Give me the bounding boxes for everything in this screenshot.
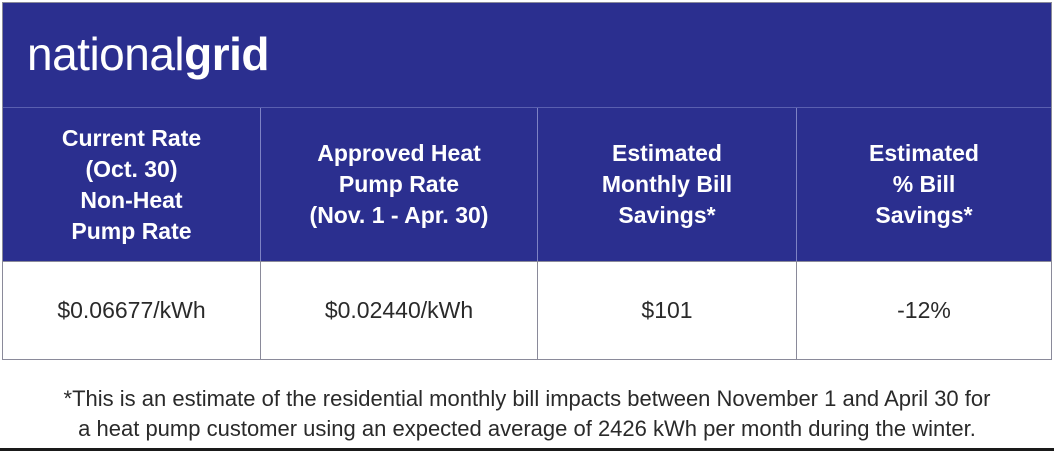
bottom-divider	[0, 448, 1054, 451]
cell-heat-pump-rate: $0.02440/kWh	[261, 262, 538, 359]
brand-header: nationalgrid	[3, 3, 1051, 107]
header-heat-pump-rate: Approved Heat Pump Rate (Nov. 1 - Apr. 3…	[261, 108, 538, 261]
header-monthly-savings-label: Estimated Monthly Bill Savings*	[601, 140, 733, 228]
header-percent-savings: Estimated % Bill Savings*	[797, 108, 1051, 261]
header-current-rate: Current Rate (Oct. 30) Non-Heat Pump Rat…	[3, 108, 261, 261]
table-header-row: Current Rate (Oct. 30) Non-Heat Pump Rat…	[3, 107, 1051, 261]
cell-monthly-savings: $101	[538, 262, 797, 359]
footnote: *This is an estimate of the residential …	[63, 386, 991, 441]
cell-current-rate: $0.06677/kWh	[3, 262, 261, 359]
header-heat-pump-rate-label: Approved Heat Pump Rate (Nov. 1 - Apr. 3…	[309, 140, 489, 228]
logo-text-national: national	[27, 28, 185, 80]
header-current-rate-label: Current Rate (Oct. 30) Non-Heat Pump Rat…	[61, 124, 202, 244]
table-row: $0.06677/kWh $0.02440/kWh $101 -12%	[3, 261, 1051, 359]
rate-table-card: nationalgrid Current Rate (Oct. 30) Non-…	[2, 2, 1052, 360]
header-percent-savings-label: Estimated % Bill Savings*	[869, 140, 979, 228]
logo-text-grid: grid	[184, 28, 270, 80]
header-monthly-savings: Estimated Monthly Bill Savings*	[538, 108, 797, 261]
national-grid-logo: nationalgrid	[27, 27, 270, 81]
cell-percent-savings: -12%	[897, 297, 951, 323]
